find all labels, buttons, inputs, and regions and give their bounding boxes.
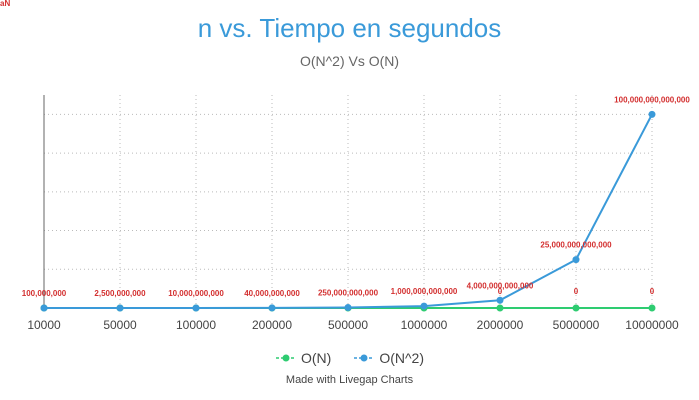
series-1-data-label-3: 40,000,000,000 [244,289,300,298]
x-tick-label-1: 50000 [103,318,137,332]
series-0-point-8 [648,304,656,312]
series-0-point-7 [572,304,580,312]
legend-swatch-on2 [354,354,375,362]
legend-item-on[interactable]: O(N) [275,350,331,366]
x-tick-label-4: 500000 [328,318,368,332]
series-0-point-6 [496,304,504,312]
series-1-data-label-1: 2,500,000,000 [94,289,146,298]
series-1-data-label-8: 100,000,000,000,000 [614,95,690,104]
series-1-point-8 [648,110,656,118]
x-tick-label-7: 5000000 [553,318,600,332]
legend-label-on: O(N) [300,350,332,366]
chart-subtitle: O(N^2) Vs O(N) [299,53,400,69]
legend-item-on2[interactable]: O(N^2) [353,350,424,366]
series-1-point-0 [40,304,48,312]
series-1-point-5 [420,302,428,310]
legend-label-on2: O(N^2) [379,350,424,366]
series-1-data-label-5: 1,000,000,000,000 [391,287,458,296]
series-1-point-7 [572,256,580,264]
series-1-point-2 [192,304,200,312]
corner-tag: aN [0,0,11,8]
chart-title: n vs. Tiempo en segundos [197,13,502,43]
series-1-point-1 [116,304,124,312]
x-tick-label-8: 10000000 [625,318,679,332]
x-tick-label-2: 100000 [176,318,216,332]
series-0-data-label-7: 0 [574,287,579,296]
series-0-data-label-6: 0 [498,287,503,296]
chart-legend: O(N) O(N^2) [0,350,699,366]
series-1-data-label-0: 100,000,000 [22,289,67,298]
series-0-data-label-8: 0 [650,287,655,296]
x-tick-label-5: 1000000 [401,318,448,332]
series-1-data-label-7: 25,000,000,000,000 [540,241,612,250]
series-1-point-4 [344,304,352,312]
series-1-data-label-4: 250,000,000,000 [318,289,379,298]
series-1-data-label-6: 4,000,000,000,000 [467,281,534,290]
series-1-data-label-2: 10,000,000,000 [168,289,224,298]
x-tick-label-6: 2000000 [477,318,524,332]
series-1-point-3 [268,304,276,312]
x-tick-label-3: 200000 [252,318,292,332]
chart-credit: Made with Livegap Charts [285,374,414,386]
legend-swatch-on [275,354,296,362]
series-1-point-6 [496,296,504,304]
x-tick-label-0: 10000 [27,318,61,332]
